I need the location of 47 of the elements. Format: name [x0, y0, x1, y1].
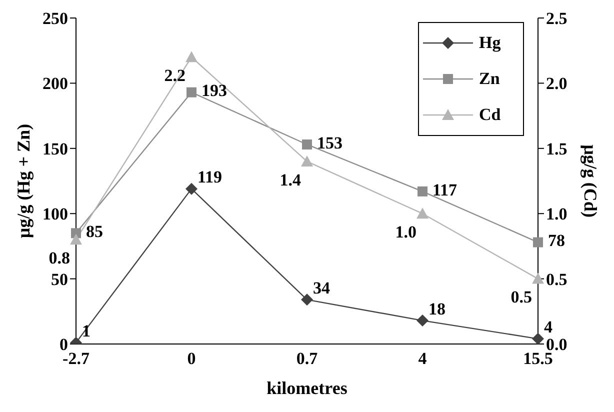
data-label: 85 — [86, 222, 103, 242]
point — [302, 139, 312, 150]
x-axis-title: kilometres — [266, 378, 348, 398]
point — [70, 234, 82, 245]
point — [186, 51, 198, 62]
data-label: 0.5 — [510, 288, 532, 307]
x-tick-label: 4 — [418, 349, 428, 368]
data-label: 0.8 — [48, 248, 70, 268]
y2-tick-label: 2.0 — [546, 74, 568, 94]
data-label: 34 — [313, 278, 330, 298]
point — [71, 228, 81, 238]
point — [532, 272, 544, 284]
data-label: 78 — [548, 231, 565, 250]
x-tick-label: 0 — [187, 349, 196, 368]
point — [301, 155, 313, 166]
y-tick-label: 50 — [51, 270, 68, 289]
point — [533, 237, 543, 248]
data-label: 193 — [202, 81, 227, 100]
y-tick-label: 150 — [42, 139, 68, 158]
data-label: 4 — [544, 318, 553, 337]
y2-tick-label: 1.5 — [546, 139, 568, 158]
legend-label: Zn — [479, 69, 500, 89]
legend-label: Hg — [479, 33, 501, 53]
point — [186, 182, 198, 195]
y-tick-label: 100 — [42, 204, 68, 224]
point — [416, 208, 428, 219]
y-tick-label: 250 — [42, 9, 68, 28]
point — [301, 294, 313, 306]
data-label: 1.4 — [280, 170, 302, 190]
point — [186, 87, 196, 98]
data-label: 18 — [428, 299, 446, 318]
x-tick-label: 15.5 — [523, 349, 553, 368]
y-axis-title: µg/g (Hg + Zn) — [13, 124, 34, 238]
data-label: 2.2 — [164, 66, 186, 86]
x-tick-label: 0.7 — [296, 349, 318, 368]
data-label: 119 — [198, 168, 222, 187]
data-label: 117 — [432, 180, 458, 200]
data-label: 153 — [317, 133, 342, 152]
legend-label: Cd — [479, 105, 501, 125]
y2-tick-label: 1.0 — [546, 204, 568, 224]
data-label: 1.0 — [395, 222, 416, 242]
y2-axis-title: µg/g (Cd) — [580, 144, 601, 218]
y-tick-label: 200 — [42, 74, 68, 94]
y2-tick-label: 0.5 — [546, 270, 568, 289]
point — [416, 314, 428, 327]
y2-tick-label: 2.5 — [546, 9, 568, 28]
point — [418, 186, 428, 196]
